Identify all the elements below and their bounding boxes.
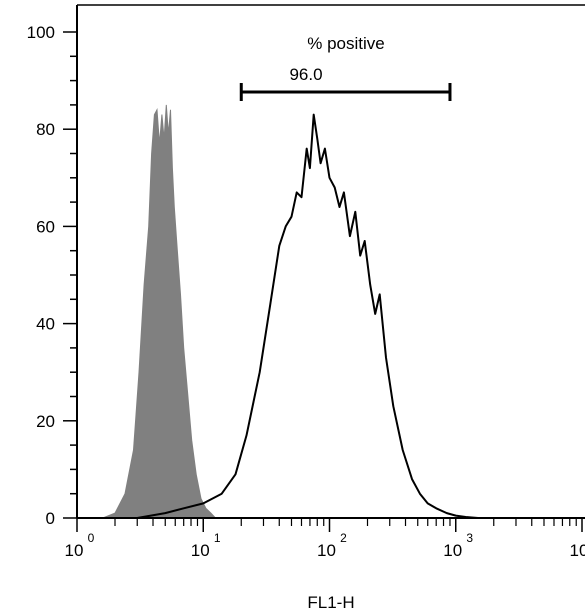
- x-tick-label-base: 10: [191, 541, 210, 560]
- x-tick-label-exponent: 0: [88, 531, 95, 545]
- positive-gate-annotation: % positive 96.0: [239, 34, 452, 101]
- axes-layer: [76, 4, 585, 519]
- x-tick-label-base: 10: [65, 541, 84, 560]
- x-tick-label-base: 10: [443, 541, 462, 560]
- x-tick-label-exponent: 1: [214, 531, 221, 545]
- y-ticks: 0 20 40 60 80 100: [27, 23, 77, 528]
- y-tick-label: 100: [27, 23, 55, 42]
- annotation-title: % positive: [307, 34, 384, 53]
- series-filled-histogram: [102, 104, 217, 519]
- x-tick-label-base: 10: [570, 541, 585, 560]
- y-tick-label: 60: [36, 217, 55, 236]
- x-tick-label-exponent: 2: [340, 531, 347, 545]
- series-outline-histogram: [137, 113, 479, 519]
- x-tick-label-exponent: 3: [466, 531, 473, 545]
- series-layer: [102, 104, 479, 519]
- y-tick-label: 80: [36, 120, 55, 139]
- y-tick-label: 0: [46, 509, 55, 528]
- x-ticks: 100101102103104: [65, 518, 585, 560]
- x-tick-label-base: 10: [317, 541, 336, 560]
- y-tick-label: 20: [36, 412, 55, 431]
- annotation-value: 96.0: [289, 65, 322, 84]
- y-tick-label: 40: [36, 315, 55, 334]
- x-axis-label: FL1-H: [307, 593, 354, 612]
